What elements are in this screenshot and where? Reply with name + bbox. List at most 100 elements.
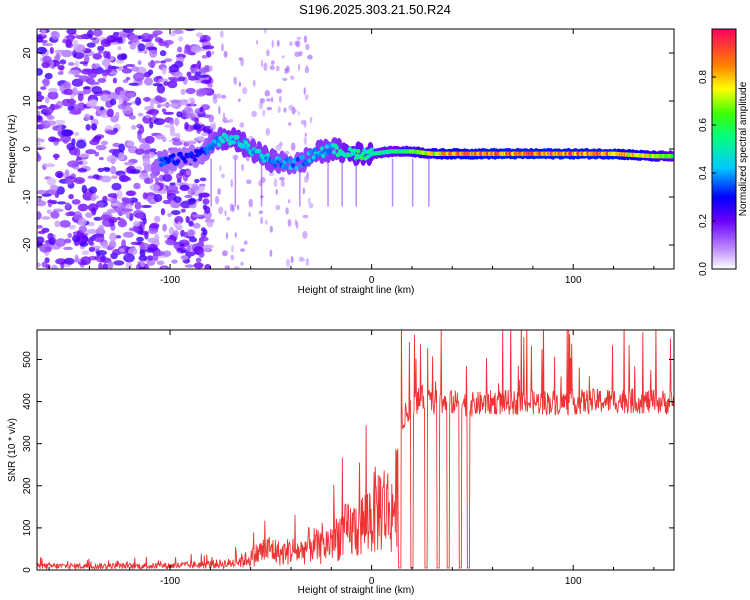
ridge-core [214, 136, 219, 141]
noise-blob [47, 91, 59, 100]
ridge-core [361, 151, 366, 156]
ridge-core [259, 153, 264, 158]
ridge-core [256, 149, 262, 154]
noise-blob [287, 122, 292, 126]
noise-blob [142, 192, 148, 200]
noise-blob [57, 71, 64, 75]
noise-blob [77, 168, 88, 173]
noise-blob [37, 106, 43, 110]
noise-blob [212, 93, 217, 99]
noise-blob [37, 68, 43, 76]
y-tick-label: 300 [22, 435, 33, 452]
noise-blob [118, 143, 126, 153]
noise-blob [241, 163, 244, 172]
noise-blob [113, 260, 125, 266]
noise-blob [234, 232, 237, 238]
noise-blob [194, 118, 199, 125]
noise-blob [275, 204, 281, 211]
noise-blob [197, 74, 209, 78]
noise-blob [93, 135, 102, 141]
noise-blob [143, 71, 152, 78]
noise-blob [162, 223, 168, 232]
noise-blob [170, 79, 180, 82]
noise-blob [152, 83, 163, 87]
noise-blob [186, 71, 192, 78]
y-tick-label: 400 [22, 393, 33, 410]
y-tick-label: 0 [22, 146, 33, 152]
noise-blob [289, 75, 295, 80]
noise-blob [109, 98, 117, 106]
noise-blob [161, 67, 167, 75]
noise-blob [199, 185, 205, 192]
noise-blob [85, 124, 91, 131]
noise-blob [88, 81, 100, 86]
noise-blob [72, 39, 79, 49]
noise-blob [143, 49, 148, 54]
noise-blob [134, 201, 142, 210]
noise-blob [110, 165, 117, 175]
noise-blob [40, 86, 47, 90]
ridge-core [265, 152, 270, 158]
noise-blob [87, 29, 94, 38]
noise-blob [68, 194, 74, 200]
noise-blob [303, 120, 307, 128]
noise-blob [161, 266, 167, 269]
noise-blob [86, 229, 98, 234]
noise-blob [230, 254, 235, 261]
noise-blob [184, 29, 196, 32]
noise-blob [54, 153, 59, 161]
noise-blob [116, 190, 123, 200]
noise-blob [260, 59, 264, 68]
noise-blob [137, 60, 142, 65]
noise-blob [135, 148, 145, 155]
noise-blob [81, 250, 90, 255]
noise-blob [92, 29, 103, 37]
noise-blob [138, 125, 145, 134]
ridge-core [300, 154, 305, 159]
noise-blob [139, 249, 146, 257]
noise-blob [223, 50, 228, 58]
noise-blob [157, 104, 162, 108]
streak [260, 158, 263, 207]
noise-blob [77, 93, 84, 102]
noise-blob [160, 60, 167, 64]
noise-blob [167, 80, 178, 89]
noise-blob [290, 142, 296, 151]
noise-blob [141, 39, 152, 43]
ridge-core [352, 148, 357, 153]
noise-blob [118, 152, 125, 161]
streak [234, 158, 237, 207]
noise-blob [309, 116, 313, 124]
noise-blob [211, 50, 215, 55]
noise-blob [195, 71, 201, 76]
noise-blob [145, 46, 158, 51]
noise-blob [37, 35, 44, 43]
noise-blob [202, 204, 208, 210]
noise-blob [162, 199, 172, 205]
noise-blob [183, 48, 194, 55]
ridge-core [220, 139, 226, 144]
noise-blob [279, 176, 285, 181]
noise-blob [48, 237, 56, 246]
noise-blob [192, 222, 201, 229]
noise-blob [303, 87, 306, 95]
noise-blob [50, 104, 61, 110]
noise-blob [41, 193, 52, 197]
noise-blob [232, 154, 239, 160]
streak [341, 158, 343, 207]
spectrogram-xlabel: Height of straight line (km) [298, 285, 415, 296]
noise-blob [288, 199, 291, 204]
noise-blob [42, 55, 52, 64]
noise-blob [275, 188, 278, 195]
noise-blob [88, 246, 96, 252]
colorbar-tick-label: 0.6 [698, 118, 709, 132]
snr-axes: -100 0 100 0 100 200 300 400 500 [22, 330, 674, 587]
noise-blob [153, 193, 163, 203]
noise-blob [172, 140, 183, 146]
noise-blob [54, 138, 62, 143]
noise-blob [37, 115, 43, 123]
noise-blob [95, 144, 107, 151]
snr-xlabel: Height of straight line (km) [298, 585, 415, 596]
noise-blob [47, 199, 58, 204]
